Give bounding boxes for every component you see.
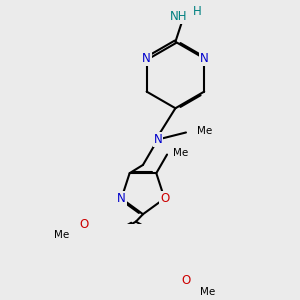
Text: O: O	[79, 218, 88, 231]
Text: H: H	[193, 5, 201, 18]
Text: Me: Me	[200, 287, 215, 297]
Text: NH: NH	[170, 10, 187, 23]
Text: N: N	[200, 52, 208, 65]
Text: Me: Me	[54, 230, 69, 240]
Text: O: O	[181, 274, 190, 286]
Text: N: N	[142, 52, 151, 65]
Text: Me: Me	[197, 125, 212, 136]
Text: N: N	[117, 192, 126, 205]
Text: O: O	[160, 192, 169, 205]
Text: N: N	[153, 133, 162, 146]
Text: Me: Me	[173, 148, 188, 158]
